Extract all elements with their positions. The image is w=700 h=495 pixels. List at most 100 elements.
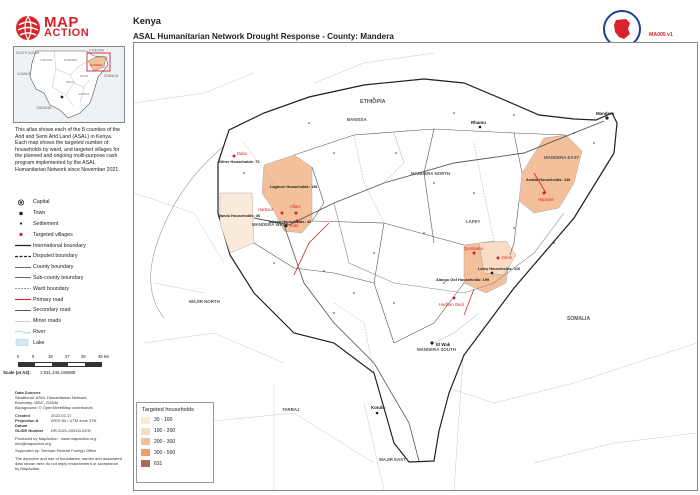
legend-label: Secondary road [33, 307, 71, 314]
town-marker [490, 271, 494, 275]
legend-class-label: 631 [154, 460, 163, 467]
legend-row: Primary road [15, 294, 125, 305]
brand-line2: ACTION [44, 27, 90, 39]
credit-line: Supported by: German Federal Foreign Off… [15, 448, 97, 453]
main-map: ETHIOPIA BANISSA MANDERA NORTH MANDERA E… [133, 42, 698, 491]
town-marker [375, 411, 379, 415]
inset-label: SOMALIA [104, 74, 119, 78]
households-label: Dandu Households: 36 [218, 213, 261, 218]
village-label: Drine [502, 255, 513, 260]
title-block: Kenya ASAL Humanitarian Network Drought … [133, 16, 394, 41]
legend-label: Primary road [33, 296, 64, 303]
households-label: Takaba Households: 43 [268, 219, 312, 224]
legend-row: Lake [15, 337, 125, 348]
region-label: BANISSA [347, 117, 368, 122]
legend-row: Ward boundary [15, 283, 125, 294]
location-inset-map: SOUTH SUDAN ETHIOPIA UGANDA SOMALIA TANZ… [13, 46, 125, 123]
legend-label: Disputed boundary [33, 253, 78, 260]
scale-tick: 0 [17, 354, 20, 359]
scale-tick: 45 km [98, 354, 110, 359]
legend-class: 30 - 100 [141, 415, 213, 426]
region-label: SOMALIA [567, 316, 590, 322]
legend-row: Secondary road [15, 305, 125, 316]
inset-label: MARSABIT [64, 58, 78, 62]
village-label: Hadhan Gedi [439, 302, 464, 307]
legend-class: 200 - 300 [141, 437, 213, 448]
legend-class-label: 100 - 200 [154, 428, 176, 435]
village-marker [294, 211, 298, 215]
town-symbol [15, 209, 31, 218]
legend-label: Town [33, 210, 46, 217]
credit-row: Created 2022-02-17 [15, 413, 72, 418]
legend-label: Capital [33, 199, 50, 206]
credit-line: Background: © OpenStreetMap contributors [15, 405, 93, 410]
town-marker [478, 125, 482, 129]
map-title: ASAL Humanitarian Network Drought Respon… [133, 32, 394, 41]
village-label: Qumbaloo [464, 246, 484, 251]
network-badge [603, 10, 641, 48]
inset-label: MANDERA [90, 63, 103, 67]
map-legend-symbols: Capital Town Settlement Targeted village… [15, 197, 125, 348]
legend-row: Town [15, 208, 125, 219]
village-marker [452, 296, 456, 300]
legend-swatch [141, 449, 150, 457]
legend-label: Minor roads [33, 318, 61, 325]
settlement-symbol [15, 219, 31, 228]
credit-row: Projection & Datum WGS 84 / UTM zone 37N [15, 418, 97, 428]
legend-class-label: 30 - 100 [154, 417, 173, 424]
subcounty-boundary-symbol [15, 273, 31, 282]
inset-label: UGANDA [17, 72, 32, 76]
town-label: Rhamu [471, 120, 486, 125]
scale-tick: 18 [48, 354, 53, 359]
credit-line: Produced by MapAction · www.mapaction.or… [15, 436, 99, 446]
inset-label: WAJIR [80, 74, 88, 78]
county-boundary-symbol [15, 263, 31, 272]
disclaimer: The depiction and use of boundaries, nam… [15, 456, 122, 471]
town-marker [430, 341, 434, 345]
legend-label: Lake [33, 339, 45, 346]
river-symbol [15, 327, 31, 336]
households-label: Lafey Households: 116 [478, 266, 521, 271]
legend-label: Ward boundary [33, 285, 70, 292]
legend-label: Targeted villages [33, 231, 73, 238]
brand-line1: MAP [44, 14, 79, 31]
ward-boundaries [253, 128, 567, 344]
credits-block: Data Sources Situational: ASAL Humanitar… [15, 390, 123, 471]
mapaction-logo: MAP ACTION [15, 15, 89, 41]
legend-row: Minor roads [15, 316, 125, 327]
region-label: LAFEY [466, 219, 480, 224]
legend-swatch [141, 438, 150, 446]
village-label: Dabu [237, 151, 248, 156]
credit-line: Boundary: IEBC, GADM [15, 400, 58, 405]
inset-label: TANZANIA [36, 106, 52, 110]
region-label: WAJIR NORTH [189, 299, 220, 304]
town-label: Kotulo [371, 405, 385, 410]
village-symbol [15, 230, 31, 239]
inset-label: TURKANA [40, 58, 53, 62]
secondary-road-symbol [15, 306, 31, 315]
village-label: Aflam [290, 204, 301, 209]
scale-tick: 36 [81, 354, 86, 359]
region-label: MANDERA SOUTH [417, 347, 456, 352]
ward-boundary-symbol [15, 284, 31, 293]
legend-label: International boundary [33, 242, 86, 249]
legend-row: County boundary [15, 262, 125, 273]
legend-swatch [141, 416, 150, 424]
roads [253, 120, 605, 462]
county-polygon [217, 78, 618, 463]
lake-symbol [15, 338, 31, 347]
legend-row: Sub-county boundary [15, 273, 125, 284]
village-marker [496, 256, 500, 260]
credit-line: Situational: ASAL Humanitarian Network, [15, 395, 88, 400]
legend-label: Sub-county boundary [33, 274, 84, 281]
legend-class: 631 [141, 458, 213, 469]
village-marker [232, 154, 236, 158]
legend-class-label: 200 - 300 [154, 438, 176, 445]
region-label: MANDERA EAST [544, 155, 580, 160]
inset-label: ISIOLO [66, 80, 75, 84]
legend-row: International boundary [15, 240, 125, 251]
village-marker [280, 211, 284, 215]
intro-text: This atlas shows each of the 8 counties … [15, 127, 120, 173]
map-country: Kenya [133, 16, 161, 26]
region-label: WAJIR EAST [379, 457, 406, 462]
